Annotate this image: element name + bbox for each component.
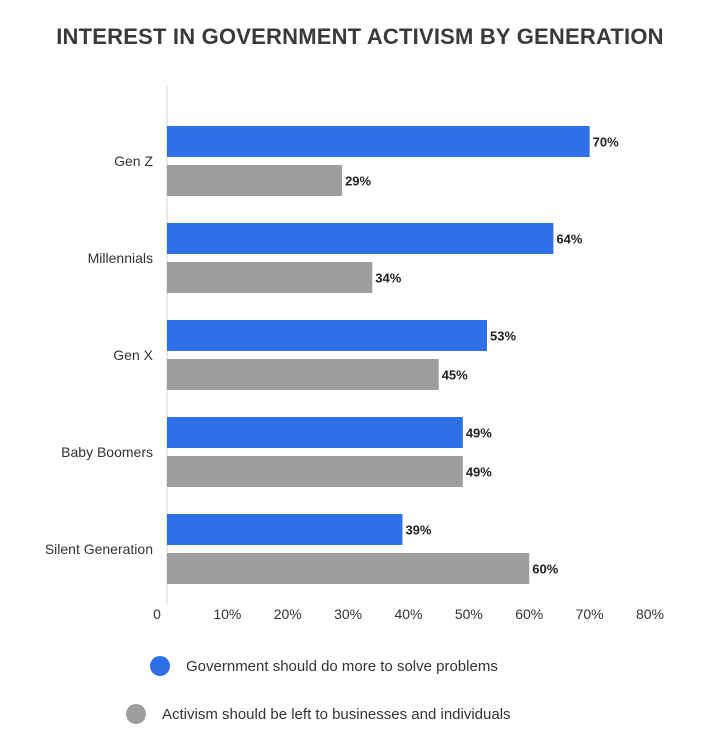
x-tick-label: 20% <box>274 606 302 622</box>
category-label: Gen X <box>113 347 153 363</box>
x-tick-label: 60% <box>515 606 543 622</box>
bar-government <box>167 126 590 157</box>
legend-item-activism: Activism should be left to businesses an… <box>126 704 511 724</box>
legend-label-government: Government should do more to solve probl… <box>186 657 498 675</box>
data-label: 29% <box>345 174 371 189</box>
data-label: 39% <box>405 523 431 538</box>
legend-label-activism: Activism should be left to businesses an… <box>162 705 511 723</box>
category-label: Gen Z <box>114 153 153 169</box>
bar-chart: Gen Z 70% 29% Millennials 64% 34% Gen X 53% 45% B… <box>45 86 664 622</box>
legend-swatch-government <box>150 656 170 676</box>
data-label: 64% <box>556 232 582 247</box>
data-label: 53% <box>490 329 516 344</box>
x-tick-label: 40% <box>394 606 422 622</box>
data-label: 60% <box>532 562 558 577</box>
data-label: 45% <box>442 368 468 383</box>
category-label: Baby Boomers <box>61 444 153 460</box>
x-tick-label: 0 <box>153 606 161 622</box>
bar-government <box>167 417 463 448</box>
bar-activism <box>167 165 343 196</box>
bar-activism <box>167 262 373 293</box>
bar-government <box>167 320 487 351</box>
data-label: 49% <box>466 426 492 441</box>
chart-title: INTEREST IN GOVERNMENT ACTIVISM BY GENER… <box>56 24 664 49</box>
bar-government <box>167 223 554 254</box>
bar-activism <box>167 553 530 584</box>
data-label: 49% <box>466 465 492 480</box>
data-label: 70% <box>593 135 619 150</box>
legend-item-government: Government should do more to solve probl… <box>150 656 498 676</box>
legend-swatch-activism <box>126 704 146 724</box>
x-tick-label: 10% <box>213 606 241 622</box>
x-tick-label: 80% <box>636 606 664 622</box>
x-tick-label: 70% <box>576 606 604 622</box>
bar-activism <box>167 456 463 487</box>
category-label: Millennials <box>88 250 153 266</box>
category-label: Silent Generation <box>45 541 153 557</box>
bar-government <box>167 514 403 545</box>
bar-activism <box>167 359 439 390</box>
x-tick-label: 30% <box>334 606 362 622</box>
data-label: 34% <box>375 271 401 286</box>
x-tick-label: 50% <box>455 606 483 622</box>
